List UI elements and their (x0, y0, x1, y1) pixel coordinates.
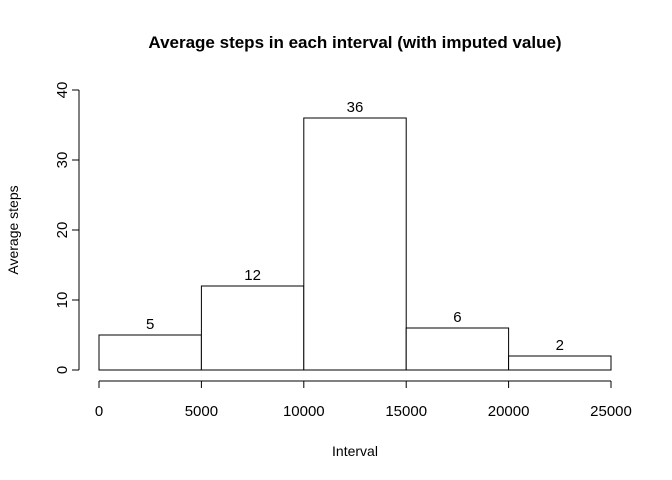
x-axis: 0 5000 10000 15000 20000 25000 (95, 380, 632, 420)
histogram-bar-0 (98, 334, 202, 371)
bar-labels-layer: 5 12 36 6 2 (146, 99, 564, 354)
y-axis: 0 10 20 30 40 (54, 82, 80, 374)
x-tick-label-0: 0 (95, 403, 103, 420)
y-tick-label-0: 0 (54, 366, 71, 374)
x-axis-label: Interval (332, 443, 378, 459)
y-tick-label-3: 30 (54, 152, 71, 169)
bar-value-label-2: 36 (347, 99, 364, 116)
x-tick-label-3: 15000 (385, 403, 427, 420)
bar-value-label-1: 12 (244, 267, 261, 284)
histogram-bar-4 (508, 355, 612, 371)
y-axis-label: Average steps (5, 185, 21, 274)
x-tick-label-5: 25000 (590, 403, 632, 420)
histogram-bar-1 (200, 285, 305, 371)
bar-value-label-0: 5 (146, 316, 154, 333)
x-tick-label-4: 20000 (488, 403, 530, 420)
histogram-bar-2 (303, 117, 407, 371)
y-tick-label-4: 40 (54, 82, 71, 99)
histogram-bar-3 (405, 327, 510, 371)
y-tick-label-2: 20 (54, 222, 71, 239)
y-tick-label-1: 10 (54, 292, 71, 309)
x-tick-label-2: 10000 (283, 403, 325, 420)
bar-value-label-3: 6 (453, 309, 461, 326)
chart-title: Average steps in each interval (with imp… (148, 33, 561, 52)
bars-layer (98, 117, 612, 371)
x-tick-label-1: 5000 (185, 403, 218, 420)
bar-value-label-4: 2 (556, 337, 564, 354)
